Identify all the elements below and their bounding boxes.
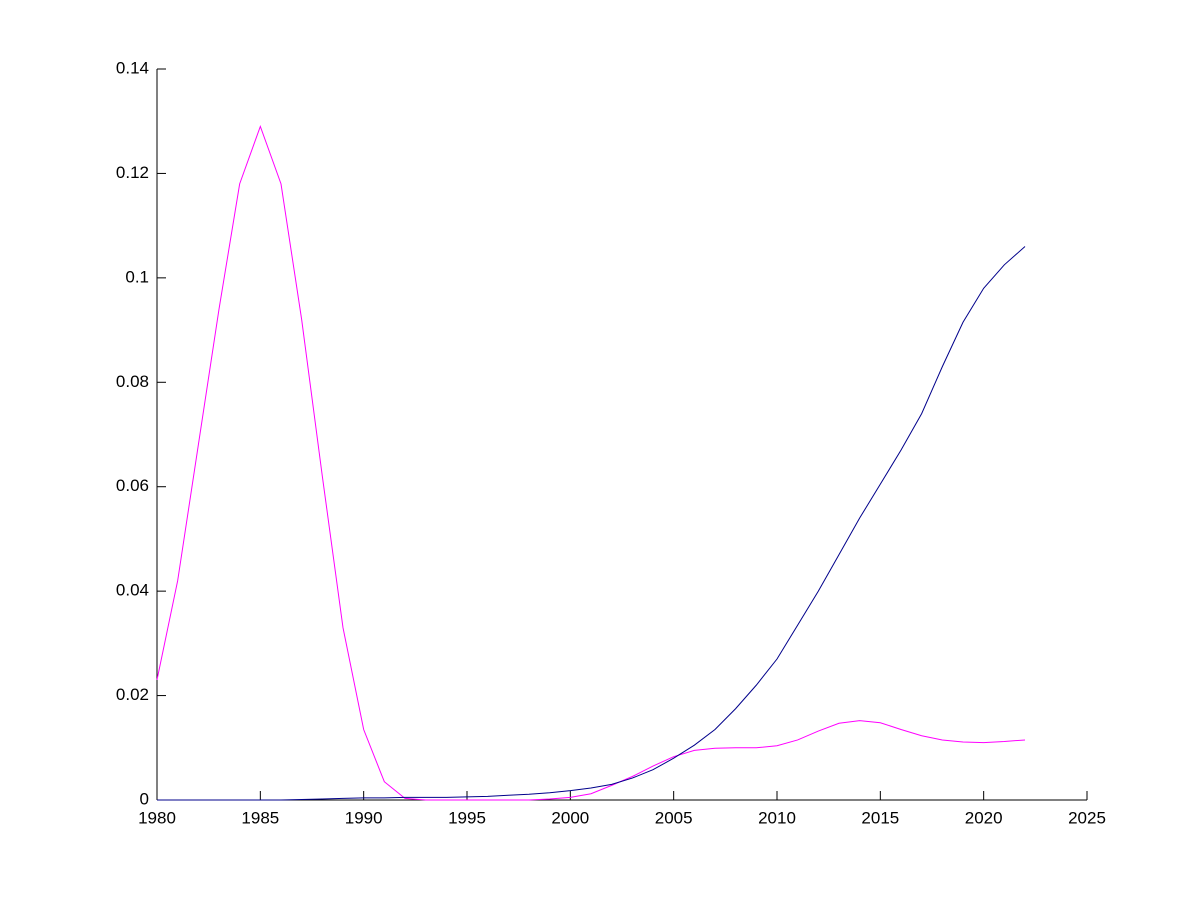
x-tick-label: 2025	[1068, 808, 1106, 827]
line-series	[157, 246, 1026, 801]
x-tick-label: 1980	[138, 808, 176, 827]
y-tick-label: 0.06	[116, 476, 149, 495]
line-series	[156, 124, 1026, 801]
x-tick-label: 2020	[965, 808, 1003, 827]
x-tick-label: 1995	[448, 808, 486, 827]
y-tick-label: 0.14	[116, 58, 149, 77]
y-tick-label: 0.02	[116, 685, 149, 704]
x-tick-label: 2010	[758, 808, 796, 827]
y-tick-label: 0.08	[116, 372, 149, 391]
x-tick-label: 1990	[345, 808, 383, 827]
y-tick-label: 0.04	[116, 581, 149, 600]
x-tick-label: 2005	[655, 808, 693, 827]
y-tick-label: 0.1	[125, 267, 149, 286]
y-tick-label: 0.12	[116, 163, 149, 182]
y-tick-label: 0	[140, 789, 149, 808]
x-tick-label: 2000	[551, 808, 589, 827]
x-tick-label: 1985	[241, 808, 279, 827]
x-tick-label: 2015	[861, 808, 899, 827]
